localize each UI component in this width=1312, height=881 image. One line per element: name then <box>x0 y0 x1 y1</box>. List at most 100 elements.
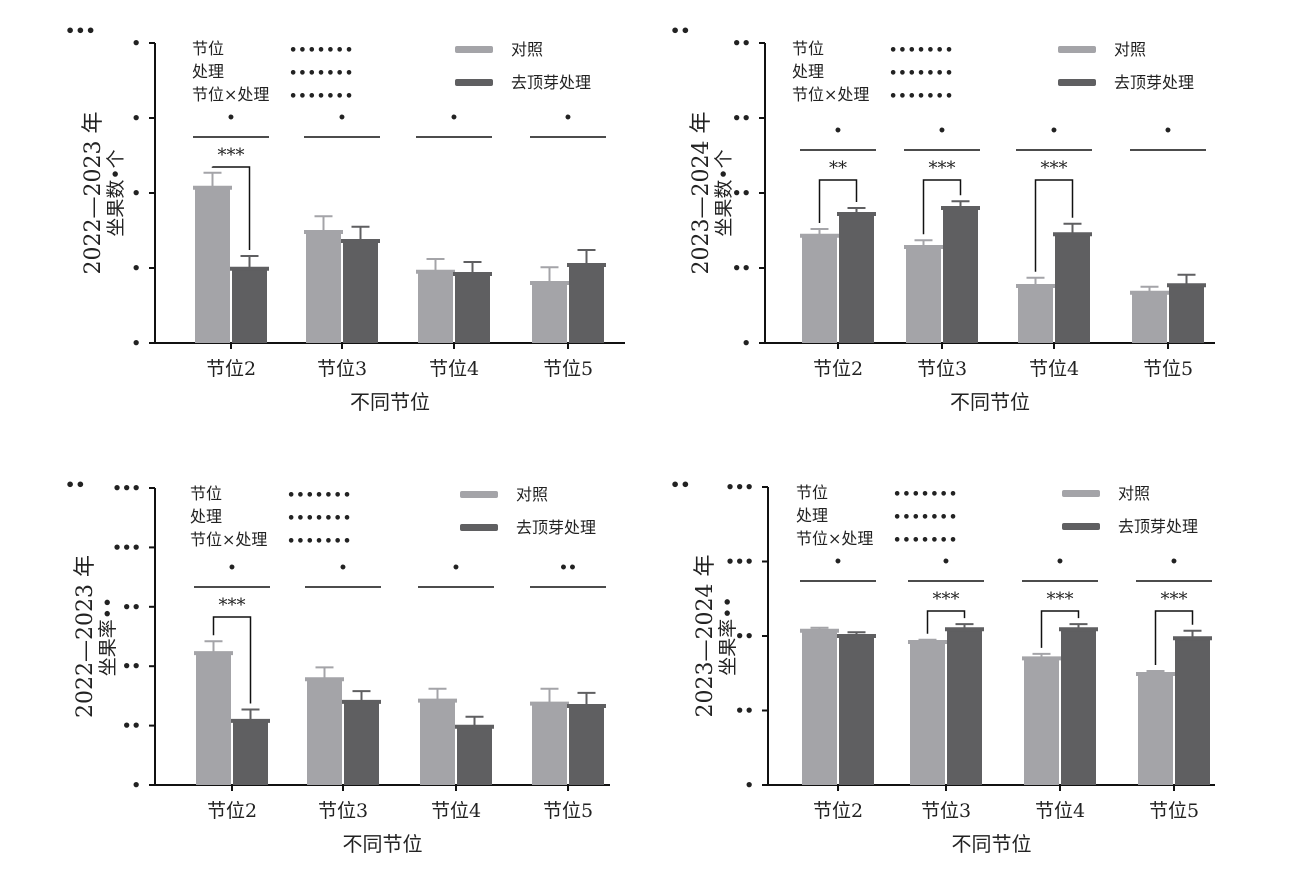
x-tick-label: 节位3 <box>921 800 971 822</box>
bar-treated <box>1175 638 1210 785</box>
bar-treated <box>839 214 874 343</box>
x-tick-label: 节位4 <box>1029 358 1079 380</box>
group-letter: • <box>564 110 573 126</box>
bar-treated <box>947 629 982 785</box>
x-tick-label: 节位5 <box>543 358 593 380</box>
group-letter: •• <box>559 560 577 576</box>
stats-value: ••••••• <box>889 89 954 104</box>
y-tick-label: •• <box>122 717 141 735</box>
x-tick-label: 节位2 <box>813 800 863 822</box>
legend-swatch-control <box>1062 490 1100 497</box>
bar-treated <box>569 705 604 785</box>
group-letter: • <box>1164 123 1173 139</box>
x-axis-label: 不同节位 <box>952 832 1032 856</box>
bar-treated <box>457 726 492 785</box>
group-letter: • <box>338 110 347 126</box>
legend-swatch-control <box>455 46 493 53</box>
legend-label-control: 对照 <box>511 40 543 59</box>
x-tick-label: 节位4 <box>1035 800 1085 822</box>
group-letter: • <box>227 110 236 126</box>
bar-control <box>802 235 837 343</box>
y-tick-label: • <box>741 334 751 352</box>
panel-3: •••••••••••••••2022—2023 年坐果率••节位2•***节位… <box>65 475 610 856</box>
y-tick-label: • <box>131 334 141 352</box>
x-axis-label: 不同节位 <box>343 832 423 856</box>
panel-2: •••••••••••2023—2024 年坐果数•个节位2•**节位3•***… <box>670 21 1215 414</box>
x-axis-label: 不同节位 <box>950 390 1030 414</box>
y-tick-label: • <box>131 34 141 52</box>
significance-bracket <box>211 166 251 250</box>
legend-label-control: 对照 <box>1114 40 1146 59</box>
stats-label: 节位 <box>190 484 222 503</box>
y-axis-label-unit: 坐果数•个 <box>713 149 735 236</box>
stats-label: 节位×处理 <box>792 85 869 104</box>
y-axis-label-unit: 坐果数•个 <box>105 149 127 236</box>
x-tick-label: 节位5 <box>1143 358 1193 380</box>
significance-label: ** <box>829 158 847 179</box>
bar-treated <box>839 636 874 785</box>
group-letter: • <box>834 123 843 139</box>
stats-value: ••••••• <box>287 534 352 549</box>
stats-value: ••••••• <box>893 533 958 548</box>
x-tick-label: 节位5 <box>1149 800 1199 822</box>
legend-swatch-treated <box>460 524 498 531</box>
y-tick-label: •• <box>735 627 754 645</box>
bar-treated <box>943 208 978 343</box>
bar-control <box>910 641 945 785</box>
group-letter: • <box>1056 554 1065 570</box>
y-tick-label: •• <box>122 657 141 675</box>
x-tick-label: 节位3 <box>317 358 367 380</box>
bar-treated <box>232 268 267 343</box>
significance-label: *** <box>218 145 245 166</box>
panel-1: ••••••••2022—2023 年坐果数•个节位2•***节位3•节位4•节… <box>65 21 625 414</box>
stats-value: ••••••• <box>287 488 352 503</box>
group-letter: • <box>228 560 237 576</box>
bar-control <box>802 630 837 785</box>
stats-label: 节位×处理 <box>192 85 269 104</box>
legend-swatch-treated <box>1062 523 1100 530</box>
legend-label-control: 对照 <box>516 485 548 504</box>
bar-control <box>195 187 230 343</box>
y-tick-label: ••• <box>725 553 754 571</box>
x-axis-label: 不同节位 <box>350 390 430 414</box>
stats-label: 节位×处理 <box>796 529 873 548</box>
significance-bracket <box>212 616 252 704</box>
x-tick-label: 节位2 <box>206 358 256 380</box>
significance-bracket <box>818 179 858 223</box>
y-tick-label: •• <box>732 109 751 127</box>
significance-bracket <box>922 179 962 235</box>
x-tick-label: 节位2 <box>813 358 863 380</box>
x-tick-label: 节位5 <box>543 800 593 822</box>
significance-label: *** <box>219 595 246 616</box>
group-letter: • <box>938 123 947 139</box>
bar-control <box>306 232 341 343</box>
legend-label-treated: 去顶芽处理 <box>516 518 596 537</box>
bar-control <box>1018 286 1053 343</box>
group-letter: • <box>834 554 843 570</box>
y-tick-label: •• <box>732 184 751 202</box>
significance-bracket <box>1154 610 1194 666</box>
group-letter: • <box>942 554 951 570</box>
bar-control <box>906 247 941 343</box>
legend-swatch-control <box>1058 46 1096 53</box>
legend-swatch-control <box>460 491 498 498</box>
stats-value: ••••••• <box>287 511 352 526</box>
y-tick-label: • <box>131 776 141 794</box>
y-tick-label: •• <box>732 34 751 52</box>
legend-label-treated: 去顶芽处理 <box>1114 73 1194 92</box>
y-tick-label: • <box>744 776 754 794</box>
y-tick-label: • <box>131 184 141 202</box>
legend-swatch-treated <box>455 79 493 86</box>
panel-label: •• <box>670 21 690 40</box>
y-axis-label-unit: 坐果率•• <box>97 597 119 676</box>
group-letter: • <box>339 560 348 576</box>
bar-control <box>532 283 567 343</box>
y-tick-label: •• <box>735 702 754 720</box>
bar-control <box>1024 658 1059 785</box>
bar-treated <box>455 274 490 343</box>
significance-bracket <box>1034 179 1074 272</box>
bar-treated <box>569 265 604 343</box>
y-tick-label: ••• <box>725 478 754 496</box>
stats-label: 处理 <box>796 506 828 525</box>
